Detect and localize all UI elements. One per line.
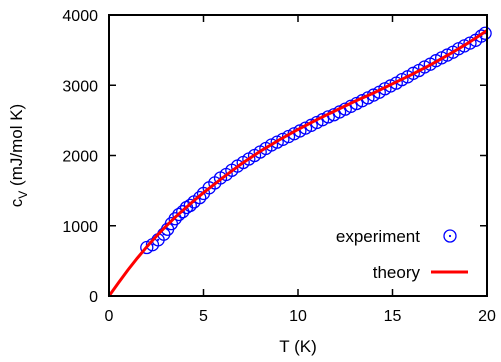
series-line-theory: [107, 29, 488, 297]
marker-ring: [478, 26, 492, 40]
plot-area: [107, 26, 492, 297]
y-tick-label: 3000: [62, 78, 98, 95]
marker-dot: [157, 238, 160, 241]
y-axis-label-main: c: [7, 198, 26, 207]
y-tick-label: 4000: [62, 8, 98, 25]
legend-label-theory: theory: [373, 263, 421, 282]
y-tick-label: 0: [89, 289, 98, 306]
marker-ring: [168, 212, 182, 226]
legend-label-experiment: experiment: [336, 227, 420, 246]
y-axis-label-units: (mJ/mol K): [7, 104, 26, 191]
legend-symbol-experiment: [443, 229, 457, 243]
x-tick-label: 0: [105, 308, 114, 325]
marker-ring: [193, 190, 207, 205]
y-tick-labels: 0 1000 2000 3000 4000: [62, 8, 98, 306]
y-tick-label: 2000: [62, 149, 98, 166]
legend: experiment theory: [336, 227, 468, 282]
axis-ticks: [108, 14, 488, 297]
marker-dot: [151, 243, 154, 246]
x-tick-label: 15: [384, 308, 402, 325]
y-axis-label: cV (mJ/mol K): [7, 104, 30, 207]
marker-ring: [172, 207, 186, 222]
marker-ring: [443, 229, 457, 243]
y-axis-label-subscript: V: [16, 191, 30, 199]
y-tick-label: 1000: [62, 219, 98, 236]
marker-dot: [448, 234, 452, 238]
x-tick-label: 20: [478, 308, 496, 325]
x-tick-label: 5: [199, 308, 208, 325]
marker-ring: [183, 198, 197, 213]
x-tick-label: 10: [289, 308, 307, 325]
legend-marker-experiment: [443, 229, 457, 243]
x-tick-labels: 0 5 10 15 20: [105, 308, 496, 325]
plot-frame: [108, 14, 488, 297]
x-axis-label: T (K): [279, 337, 316, 356]
